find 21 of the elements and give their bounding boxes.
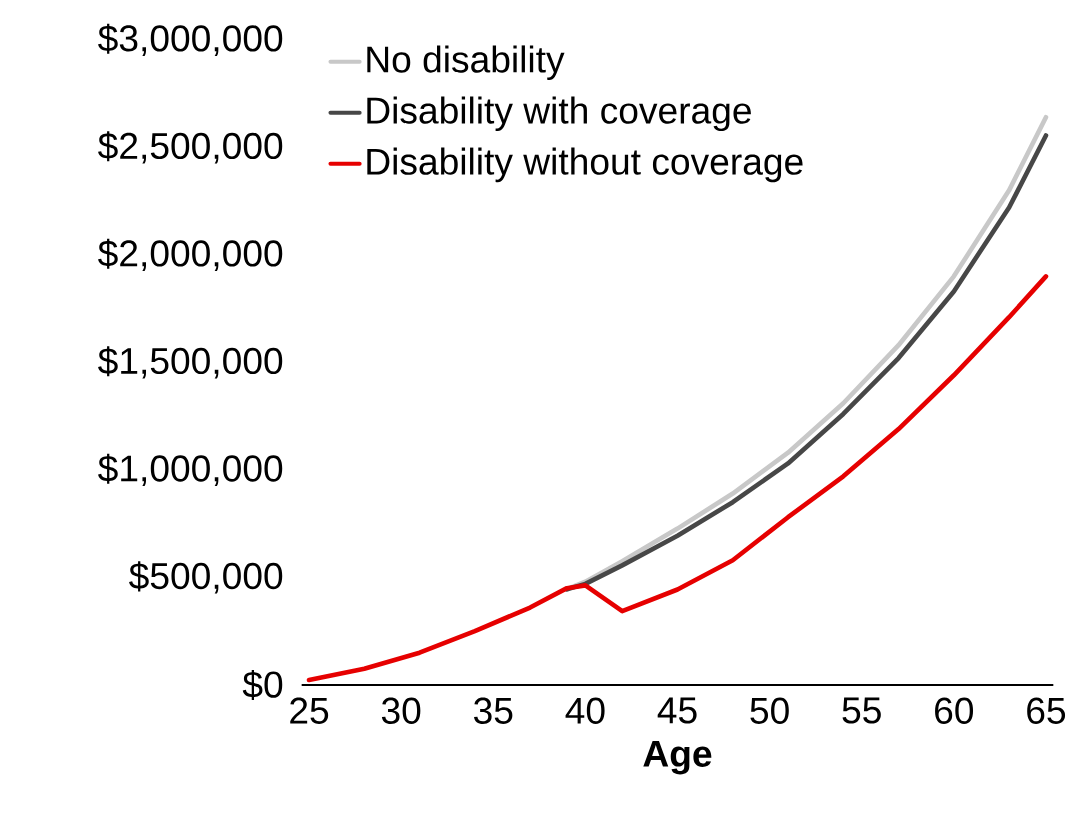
y-tick-label: $2,500,000 bbox=[98, 131, 283, 164]
x-tick-label: 35 bbox=[474, 697, 513, 724]
line-series bbox=[306, 273, 1049, 683]
x-tick-label: 50 bbox=[750, 697, 789, 724]
y-tick-label: $1,500,000 bbox=[98, 346, 283, 379]
x-tick-label: 30 bbox=[381, 697, 421, 724]
y-tick-label: $1,000,000 bbox=[98, 453, 283, 486]
legend-label: Disability with coverage bbox=[367, 96, 751, 131]
x-tick-label: 40 bbox=[565, 697, 605, 724]
y-tick-label: $500,000 bbox=[129, 561, 283, 594]
y-tick-label: $0 bbox=[242, 669, 283, 700]
x-tick-label: 60 bbox=[935, 697, 974, 724]
x-axis-title: Age bbox=[643, 740, 712, 775]
x-tick-label: 65 bbox=[1027, 697, 1066, 724]
y-tick-label: $3,000,000 bbox=[98, 23, 283, 56]
x-tick-label: 55 bbox=[842, 697, 881, 724]
legend-label: Disability without coverage bbox=[367, 147, 803, 183]
legend-label: No disability bbox=[367, 45, 565, 80]
y-tick-label: $2,000,000 bbox=[98, 238, 283, 271]
x-tick-label: 45 bbox=[657, 697, 697, 724]
x-tick-label: 25 bbox=[290, 697, 329, 724]
